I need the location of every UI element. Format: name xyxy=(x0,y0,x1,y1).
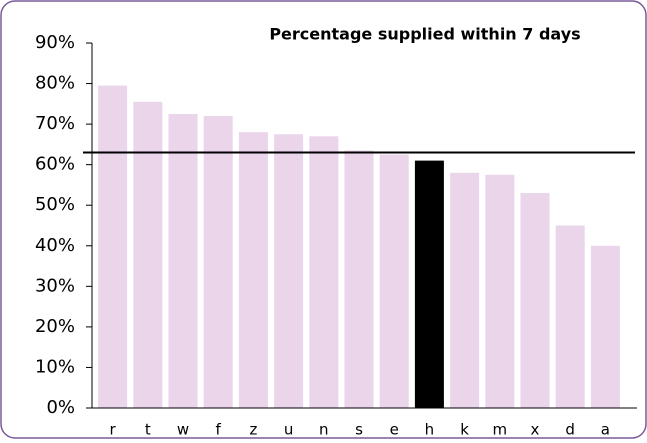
bar xyxy=(203,116,233,408)
y-tick-label: 90% xyxy=(35,32,75,53)
bar xyxy=(309,136,339,408)
y-tick-label: 0% xyxy=(46,397,75,418)
x-tick-label: n xyxy=(319,421,329,439)
x-tick-label: r xyxy=(110,421,117,439)
y-tick-label: 50% xyxy=(35,194,75,215)
bar xyxy=(485,174,515,408)
y-tick-label: 10% xyxy=(35,356,75,377)
bar xyxy=(274,134,304,408)
x-tick-label: z xyxy=(249,421,257,439)
x-tick-label: f xyxy=(216,421,222,439)
y-tick-label: 60% xyxy=(35,154,75,175)
bar xyxy=(590,245,620,408)
x-tick-label: u xyxy=(284,421,294,439)
bar xyxy=(133,101,163,409)
y-tick-label: 30% xyxy=(35,275,75,296)
x-tick-label: t xyxy=(145,421,151,439)
bar xyxy=(98,85,128,408)
x-tick-label: h xyxy=(425,421,435,439)
x-tick-label: s xyxy=(355,421,363,439)
y-tick-label: 80% xyxy=(35,73,75,94)
bar xyxy=(379,154,409,408)
bar xyxy=(450,172,480,408)
x-tick-label: a xyxy=(601,421,610,439)
x-tick-label: d xyxy=(565,421,575,439)
bar xyxy=(555,225,585,408)
x-tick-label: x xyxy=(531,421,540,439)
chart-title: Percentage supplied within 7 days xyxy=(269,25,580,44)
x-tick-label: m xyxy=(492,421,507,439)
bar xyxy=(520,193,550,408)
bar xyxy=(414,160,444,408)
bar xyxy=(168,113,198,408)
x-tick-label: e xyxy=(390,421,399,439)
y-tick-label: 20% xyxy=(35,316,75,337)
y-tick-label: 40% xyxy=(35,235,75,256)
x-tick-label: k xyxy=(460,421,469,439)
bar xyxy=(344,150,374,408)
y-tick-label: 70% xyxy=(35,113,75,134)
x-tick-label: w xyxy=(177,421,189,439)
bar xyxy=(238,132,268,408)
